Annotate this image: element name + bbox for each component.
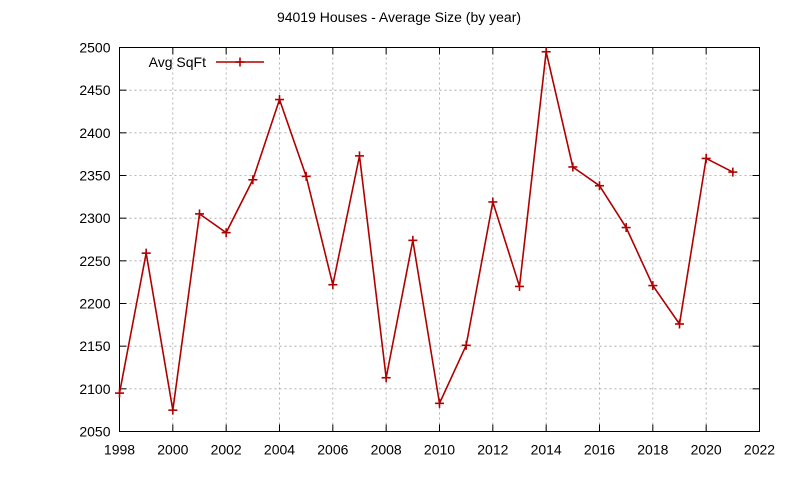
y-tick-label-2100: 2100: [79, 381, 110, 397]
x-tick-label-2002: 2002: [211, 442, 242, 458]
y-tick-label-2450: 2450: [79, 82, 110, 98]
y-tick-label-2350: 2350: [79, 168, 110, 184]
data-point-2009: [408, 235, 418, 245]
data-point-2002: [221, 228, 231, 238]
series-area: [115, 47, 738, 415]
x-tick-label-2000: 2000: [157, 442, 188, 458]
data-point-2021: [728, 167, 738, 177]
chart-title: 94019 Houses - Average Size (by year): [277, 9, 521, 25]
legend-plus: [235, 57, 245, 67]
data-point-2000: [168, 405, 178, 415]
data-point-2014: [541, 47, 551, 57]
x-tick-label-2018: 2018: [637, 442, 668, 458]
data-point-2006: [328, 280, 338, 290]
y-tick-label-2200: 2200: [79, 296, 110, 312]
data-point-2011: [461, 340, 471, 350]
data-point-2001: [195, 209, 204, 219]
x-tick-label-2006: 2006: [317, 442, 348, 458]
x-tick-label-1998: 1998: [104, 442, 135, 458]
axis-ticks: 2050 2100 2150 2200 2250 2300 2350 2400 2450 2500…: [79, 40, 775, 458]
data-point-2015: [568, 162, 578, 172]
data-point-2012: [488, 197, 498, 207]
data-point-2016: [595, 181, 604, 191]
x-tick-label-2022: 2022: [744, 442, 775, 458]
y-tick-label-2050: 2050: [79, 424, 110, 440]
legend-marker-avg-sqft: [235, 57, 245, 67]
x-tick-label-2014: 2014: [531, 442, 562, 458]
y-tick-label-2250: 2250: [79, 253, 110, 269]
data-point-2005: [301, 171, 311, 181]
x-tick-label-2008: 2008: [371, 442, 402, 458]
x-tick-label-2012: 2012: [477, 442, 508, 458]
data-point-1998: [115, 388, 124, 398]
plot-frame: [119, 47, 760, 432]
data-point-2007: [355, 151, 364, 161]
data-point-1999: [141, 248, 151, 258]
data-point-2013: [515, 281, 524, 291]
x-tick-label-2004: 2004: [264, 442, 295, 458]
data-point-2003: [248, 175, 258, 185]
series-line-0: [118, 51, 734, 411]
data-point-2020: [701, 153, 711, 163]
data-point-2004: [275, 95, 284, 105]
y-tick-label-2500: 2500: [79, 40, 110, 56]
x-tick-label-2020: 2020: [691, 442, 722, 458]
grid: [119, 47, 760, 432]
x-tick-label-2010: 2010: [424, 442, 455, 458]
data-point-2019: [675, 319, 684, 329]
data-point-2018: [648, 281, 658, 291]
data-point-2008: [381, 373, 391, 383]
y-tick-label-2300: 2300: [79, 210, 110, 226]
data-point-2010: [435, 398, 444, 408]
x-tick-label-2016: 2016: [584, 442, 615, 458]
y-tick-label-2150: 2150: [79, 338, 110, 354]
legend-label-avg-sqft: Avg SqFt: [149, 54, 206, 70]
data-point-2017: [621, 223, 631, 233]
y-tick-label-2400: 2400: [79, 125, 110, 141]
legend: Avg SqFt: [149, 54, 264, 70]
